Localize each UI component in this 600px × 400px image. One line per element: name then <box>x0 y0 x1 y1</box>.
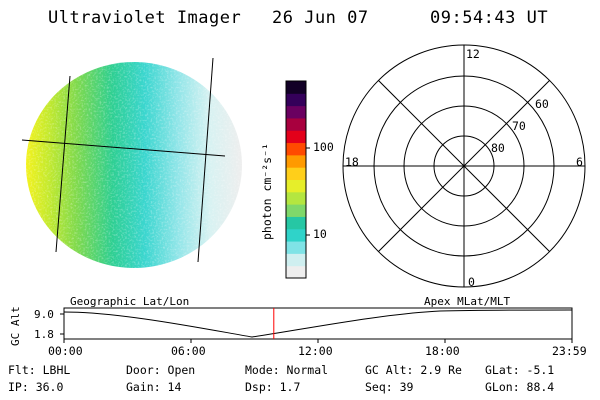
colorbar-cell <box>286 179 306 193</box>
colorbar-label-100: 100 <box>313 140 334 154</box>
timeline-xtick-0600: 06:00 <box>171 344 206 358</box>
colorbar-cell <box>286 265 306 279</box>
timeline-left-label: Geographic Lat/Lon <box>70 295 190 308</box>
colorbar-cell <box>286 154 306 168</box>
colorbar <box>285 80 310 279</box>
colorbar-cell <box>286 130 306 144</box>
status-mode: Mode: Normal <box>245 363 329 377</box>
colorbar-units: photon cm⁻²s⁻¹ <box>260 143 274 240</box>
colorbar-cell <box>286 241 306 254</box>
aurora-image <box>21 57 242 268</box>
polar-label-12: 12 <box>466 47 480 61</box>
timeline-frame <box>63 307 573 340</box>
colorbar-cell <box>286 93 306 107</box>
colorbar-cell <box>286 216 306 230</box>
colorbar-cell <box>286 117 306 131</box>
timeline-ytick-label-top: 9.0 <box>34 308 54 321</box>
grid-line-lat <box>21 139 226 157</box>
polar-lat-80: 80 <box>491 141 505 155</box>
timeline-plot <box>60 307 573 343</box>
polar-lat-60: 60 <box>535 97 549 111</box>
colorbar-cell <box>286 228 306 242</box>
status-glat: GLat: -5.1 <box>485 363 555 377</box>
altitude-curve <box>63 309 573 338</box>
timeline-xtick-0000: 00:00 <box>48 344 83 358</box>
timeline-xtick-1800: 18:00 <box>425 344 460 358</box>
status-dsp: Dsp: 1.7 <box>245 380 301 394</box>
timeline-ytick-label-bottom: 1.8 <box>34 328 54 341</box>
status-door: Door: Open <box>126 363 196 377</box>
instrument-title: Ultraviolet Imager <box>48 8 242 28</box>
polar-label-6: 6 <box>576 155 583 169</box>
polar-lat-70: 70 <box>512 119 526 133</box>
status-gain: Gain: 14 <box>126 380 182 394</box>
polar-label-18: 18 <box>345 155 359 169</box>
colorbar-cell <box>286 204 306 217</box>
grid-line-lon-left <box>55 75 71 253</box>
colorbar-cell <box>286 105 306 119</box>
polar-diagonal-2 <box>378 80 550 252</box>
date-label: 26 Jun 07 <box>272 8 369 28</box>
status-filter: Flt: LBHL <box>8 363 71 377</box>
status-ip: IP: 36.0 <box>8 380 64 394</box>
timeline-xtick-2359: 23:59 <box>552 344 587 358</box>
colorbar-cell <box>286 253 306 267</box>
colorbar-cell <box>286 191 306 205</box>
polar-label-0: 0 <box>468 275 475 289</box>
time-label: 09:54:43 UT <box>430 8 549 28</box>
colorbar-cell <box>286 142 306 156</box>
timeline-right-label: Apex MLat/MLT <box>424 295 511 308</box>
status-gc-alt: GC Alt: 2.9 Re <box>365 363 462 377</box>
colorbar-cell <box>286 81 306 94</box>
colorbar-label-10: 10 <box>313 227 327 241</box>
status-glon: GLon: 88.4 <box>485 380 555 394</box>
grid-line-lon-right <box>197 57 214 263</box>
status-seq: Seq: 39 <box>365 380 414 394</box>
timeline-xtick-1200: 12:00 <box>298 344 333 358</box>
timeline-y-axis-label: GC Alt <box>9 306 22 346</box>
colorbar-cell <box>286 167 306 180</box>
polar-plot <box>342 44 586 288</box>
